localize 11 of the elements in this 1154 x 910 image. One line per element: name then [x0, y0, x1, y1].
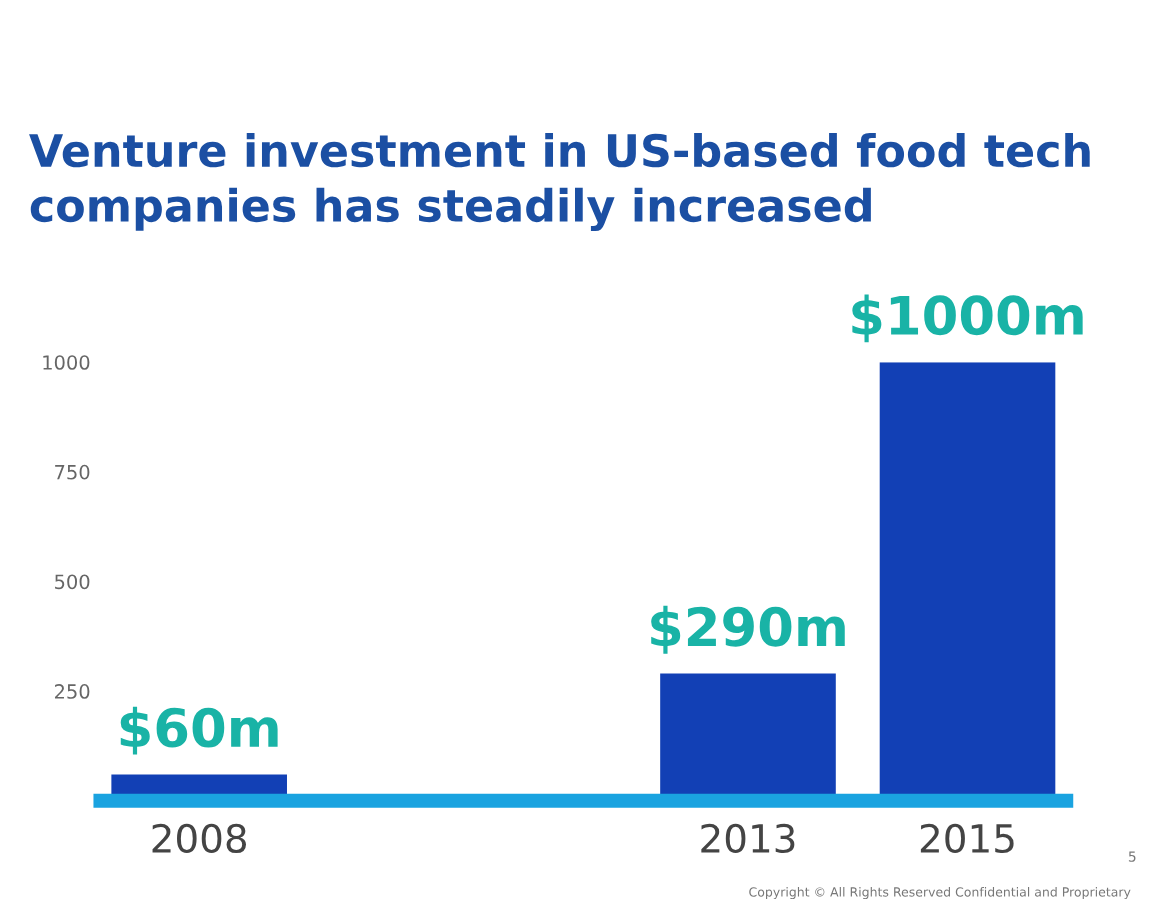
y-tick-label: 1000 — [43, 355, 90, 370]
y-tick-label: 750 — [55, 464, 90, 480]
y-tick-label: 250 — [54, 684, 90, 699]
y-tick-label: 500 — [55, 574, 90, 590]
x-tick-label: 2015 — [920, 823, 1014, 854]
x-tick-label: 2008 — [152, 823, 247, 854]
data-label: $60m — [120, 706, 278, 755]
x-tick-label: 2013 — [701, 823, 795, 854]
data-label: $290m — [651, 605, 845, 654]
chart-title: Venture investment in US-based food tech companies has steadily increased — [29, 132, 1090, 232]
data-label: $1000m — [852, 294, 1083, 343]
